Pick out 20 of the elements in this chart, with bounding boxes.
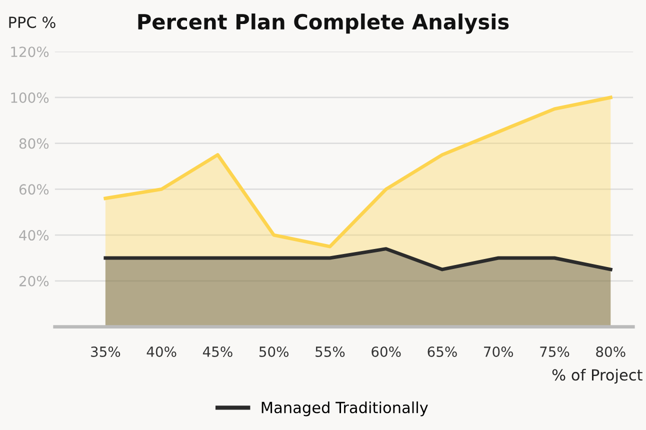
y-tick-label: 80%	[19, 138, 49, 149]
y-axis-title: PPC %	[9, 16, 56, 28]
x-tick-label: 75%	[540, 346, 570, 357]
x-tick-label: 70%	[484, 346, 514, 357]
x-axis-title: % of Project	[552, 368, 642, 384]
x-tick-label: 40%	[146, 346, 176, 357]
x-tick-label: 65%	[428, 346, 457, 357]
y-tick-label: 20%	[20, 276, 49, 286]
y-tick-label: 60%	[19, 184, 49, 195]
y-tick-label: 40%	[19, 230, 49, 241]
x-tick-label: 80%	[596, 346, 626, 357]
chart-title: Percent Plan Complete Analysis	[138, 13, 509, 34]
y-tick-label: 100%	[11, 92, 49, 103]
x-tick-label: 55%	[316, 346, 345, 357]
legend-label: Managed Traditionally	[262, 401, 428, 416]
x-tick-label: 45%	[202, 346, 232, 357]
x-tick-label: 50%	[259, 346, 288, 357]
x-tick-label: 35%	[91, 346, 120, 357]
x-tick-label: 60%	[372, 346, 401, 357]
y-tick-label: 120%	[11, 46, 49, 58]
